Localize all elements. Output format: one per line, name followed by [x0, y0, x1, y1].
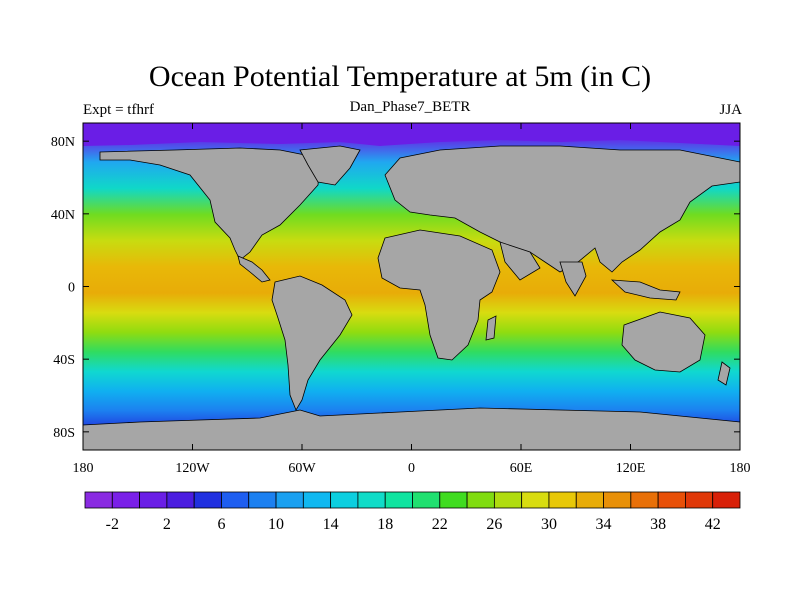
map-ticks: 180 120W 60W 0 60E 120E 180 80N 40N 0 40S 80S [51, 123, 751, 476]
colorbar-swatch [84, 491, 113, 509]
y-tick-label: 0 [68, 281, 75, 296]
land-north-america [99, 147, 321, 261]
land-arabia [499, 241, 541, 281]
colorbar-swatch [493, 491, 523, 509]
x-tick-label: 180 [730, 461, 751, 476]
colorbar-label: 34 [596, 516, 612, 533]
land-southeast-asia-islands [610, 279, 681, 301]
colorbar-swatch [139, 491, 168, 509]
colorbar-swatch [221, 491, 250, 509]
colorbar-label: 30 [541, 516, 557, 533]
colorbar-swatch [248, 491, 277, 509]
colorbar-swatch [275, 491, 304, 509]
experiment-label: Expt = tfhrf [83, 102, 154, 118]
colorbar-label: 26 [486, 516, 502, 533]
land-south-america [271, 275, 353, 411]
colorbar-label: 2 [163, 516, 171, 533]
x-tick-label: 60W [288, 461, 316, 476]
colorbar-swatch [548, 491, 577, 509]
land-antarctica [83, 407, 740, 450]
x-tick-label: 180 [73, 461, 94, 476]
land-india [559, 261, 587, 297]
colorbar-label: 42 [705, 516, 721, 533]
season-label: JJA [719, 102, 742, 118]
x-tick-label: 120E [616, 461, 646, 476]
land-greenland [299, 145, 361, 186]
colorbar-swatch [330, 491, 359, 509]
colorbar-swatch [466, 491, 495, 509]
land-africa [377, 229, 501, 361]
colorbar: -2 2 6 10 14 18 22 26 30 34 38 42 [84, 491, 741, 533]
y-tick-label: 80N [51, 135, 75, 150]
colorbar-label: 10 [268, 516, 284, 533]
land-madagascar [485, 315, 497, 341]
chart-title: Ocean Potential Temperature at 5m (in C) [148, 60, 652, 93]
colorbar-swatch [166, 491, 195, 509]
x-tick-label: 60E [510, 461, 533, 476]
x-tick-label: 0 [408, 461, 415, 476]
colorbar-swatch [575, 491, 604, 509]
colorbar-swatch [439, 491, 468, 509]
run-name: Dan_Phase7_BETR [349, 99, 471, 115]
colorbar-swatch [685, 491, 714, 509]
colorbar-swatch [193, 491, 222, 509]
land-masses [83, 123, 740, 450]
colorbar-swatch [111, 491, 140, 509]
colorbar-swatch [357, 491, 386, 509]
y-tick-label: 80S [53, 426, 75, 441]
map-field [83, 123, 740, 450]
colorbar-label: 38 [650, 516, 666, 533]
y-tick-label: 40S [53, 353, 75, 368]
land-australia [621, 311, 706, 373]
land-arctic-north [83, 123, 740, 146]
colorbar-label: 14 [323, 516, 339, 533]
colorbar-swatch [302, 491, 332, 509]
colorbar-label: 22 [432, 516, 448, 533]
colorbar-label: 18 [377, 516, 393, 533]
colorbar-label: -2 [106, 516, 119, 533]
y-tick-label: 40N [51, 208, 75, 223]
colorbar-label: 6 [217, 516, 225, 533]
colorbar-swatch [712, 491, 741, 509]
colorbar-swatch [657, 491, 686, 509]
colorbar-swatch [630, 491, 659, 509]
land-eurasia [384, 145, 740, 273]
x-tick-label: 120W [175, 461, 210, 476]
land-new-zealand [717, 361, 731, 386]
colorbar-swatch [384, 491, 413, 509]
colorbar-swatch [412, 491, 441, 509]
land-central-america [237, 255, 271, 283]
colorbar-swatch [521, 491, 550, 509]
colorbar-swatch [603, 491, 632, 509]
